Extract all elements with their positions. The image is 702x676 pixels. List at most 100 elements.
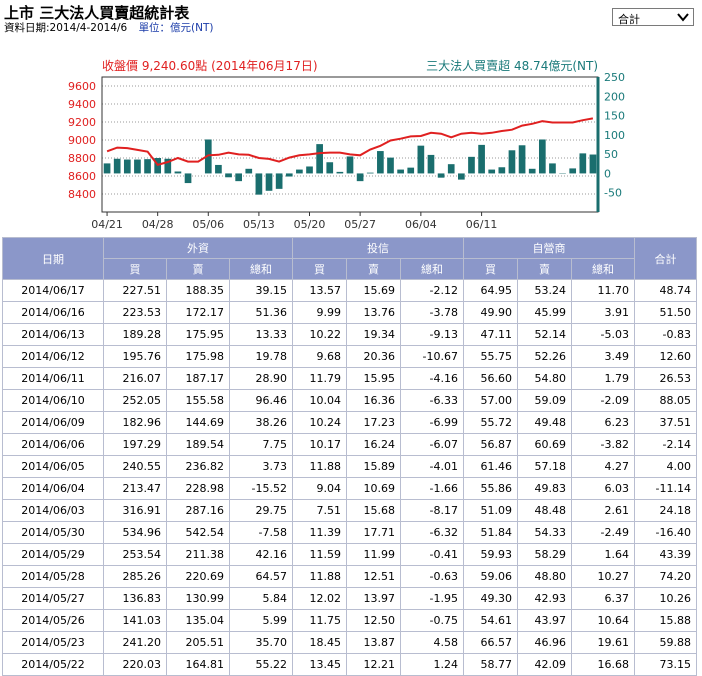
value-cell: 141.03 bbox=[104, 610, 167, 632]
left-tick-label: 8600 bbox=[68, 170, 96, 183]
net-bar bbox=[134, 160, 141, 174]
header-sell: 賣 bbox=[347, 259, 401, 280]
value-cell: -1.66 bbox=[401, 478, 464, 500]
value-cell: 13.45 bbox=[293, 654, 347, 676]
header-sell: 賣 bbox=[518, 259, 572, 280]
value-cell: 11.88 bbox=[293, 456, 347, 478]
value-cell: 220.69 bbox=[167, 566, 230, 588]
value-cell: 55.86 bbox=[464, 478, 518, 500]
value-cell: 54.61 bbox=[464, 610, 518, 632]
value-cell: 15.88 bbox=[635, 610, 697, 632]
value-cell: 287.16 bbox=[167, 500, 230, 522]
net-bar bbox=[235, 173, 242, 181]
net-bar bbox=[590, 155, 597, 174]
net-bar bbox=[124, 160, 131, 174]
value-cell: 12.50 bbox=[347, 610, 401, 632]
value-cell: 58.77 bbox=[464, 654, 518, 676]
net-bar bbox=[185, 173, 192, 183]
date-cell: 2014/06/04 bbox=[3, 478, 104, 500]
value-cell: 7.51 bbox=[293, 500, 347, 522]
value-cell: 155.58 bbox=[167, 390, 230, 412]
value-cell: -4.16 bbox=[401, 368, 464, 390]
value-cell: 213.47 bbox=[104, 478, 167, 500]
value-cell: 175.95 bbox=[167, 324, 230, 346]
value-cell: 236.82 bbox=[167, 456, 230, 478]
value-cell: 55.22 bbox=[230, 654, 293, 676]
x-tick-label: 04/28 bbox=[142, 218, 174, 231]
value-cell: -7.58 bbox=[230, 522, 293, 544]
left-tick-label: 9600 bbox=[68, 80, 96, 93]
net-bar bbox=[104, 163, 111, 173]
net-bar bbox=[144, 159, 151, 173]
value-cell: 9.68 bbox=[293, 346, 347, 368]
value-cell: 12.02 bbox=[293, 588, 347, 610]
date-cell: 2014/06/17 bbox=[3, 280, 104, 302]
value-cell: 11.59 bbox=[293, 544, 347, 566]
value-cell: 74.20 bbox=[635, 566, 697, 588]
value-cell: 46.96 bbox=[518, 632, 572, 654]
value-cell: 9.04 bbox=[293, 478, 347, 500]
value-cell: 5.99 bbox=[230, 610, 293, 632]
plot-frame bbox=[102, 77, 598, 212]
value-cell: 12.51 bbox=[347, 566, 401, 588]
value-cell: 3.91 bbox=[572, 302, 635, 324]
x-tick-label: 05/13 bbox=[243, 218, 275, 231]
value-cell: -1.95 bbox=[401, 588, 464, 610]
value-cell: -2.09 bbox=[572, 390, 635, 412]
value-cell: 49.30 bbox=[464, 588, 518, 610]
value-cell: 175.98 bbox=[167, 346, 230, 368]
institutional-table: 日期 外資 投信 自營商 合計 買 賣 總和 買 賣 總和 買 賣 總和 201… bbox=[2, 237, 697, 676]
header-buy: 買 bbox=[464, 259, 518, 280]
date-cell: 2014/06/03 bbox=[3, 500, 104, 522]
total-select[interactable]: 合計 bbox=[612, 8, 694, 26]
value-cell: -9.13 bbox=[401, 324, 464, 346]
net-bar bbox=[377, 151, 384, 173]
value-cell: 12.60 bbox=[635, 346, 697, 368]
value-cell: -0.83 bbox=[635, 324, 697, 346]
net-bar bbox=[478, 145, 485, 174]
value-cell: 53.24 bbox=[518, 280, 572, 302]
value-cell: 13.57 bbox=[293, 280, 347, 302]
value-cell: -6.07 bbox=[401, 434, 464, 456]
value-cell: 24.18 bbox=[635, 500, 697, 522]
value-cell: 48.48 bbox=[518, 500, 572, 522]
value-cell: 48.80 bbox=[518, 566, 572, 588]
value-cell: 49.83 bbox=[518, 478, 572, 500]
header-total: 合計 bbox=[635, 238, 697, 280]
value-cell: 43.97 bbox=[518, 610, 572, 632]
value-cell: 5.84 bbox=[230, 588, 293, 610]
chevron-down-icon[interactable] bbox=[675, 9, 691, 25]
value-cell: 10.64 bbox=[572, 610, 635, 632]
value-cell: 43.39 bbox=[635, 544, 697, 566]
net-bar bbox=[448, 164, 455, 173]
value-cell: 48.74 bbox=[635, 280, 697, 302]
value-cell: -0.41 bbox=[401, 544, 464, 566]
right-tick-label: 150 bbox=[604, 110, 625, 123]
value-cell: 15.69 bbox=[347, 280, 401, 302]
value-cell: 73.15 bbox=[635, 654, 697, 676]
value-cell: -8.17 bbox=[401, 500, 464, 522]
net-bar bbox=[509, 150, 516, 173]
value-cell: 51.36 bbox=[230, 302, 293, 324]
value-cell: 42.16 bbox=[230, 544, 293, 566]
value-cell: 10.22 bbox=[293, 324, 347, 346]
value-cell: 241.20 bbox=[104, 632, 167, 654]
value-cell: -0.63 bbox=[401, 566, 464, 588]
value-cell: 10.26 bbox=[635, 588, 697, 610]
value-cell: 42.93 bbox=[518, 588, 572, 610]
date-range-text: 資料日期:2014/4-2014/6 bbox=[4, 22, 127, 34]
value-cell: 136.83 bbox=[104, 588, 167, 610]
date-cell: 2014/06/06 bbox=[3, 434, 104, 456]
net-bar bbox=[245, 169, 252, 174]
value-cell: 55.75 bbox=[464, 346, 518, 368]
header-dealer: 自營商 bbox=[464, 238, 635, 259]
header-buy: 買 bbox=[104, 259, 167, 280]
value-cell: 16.24 bbox=[347, 434, 401, 456]
